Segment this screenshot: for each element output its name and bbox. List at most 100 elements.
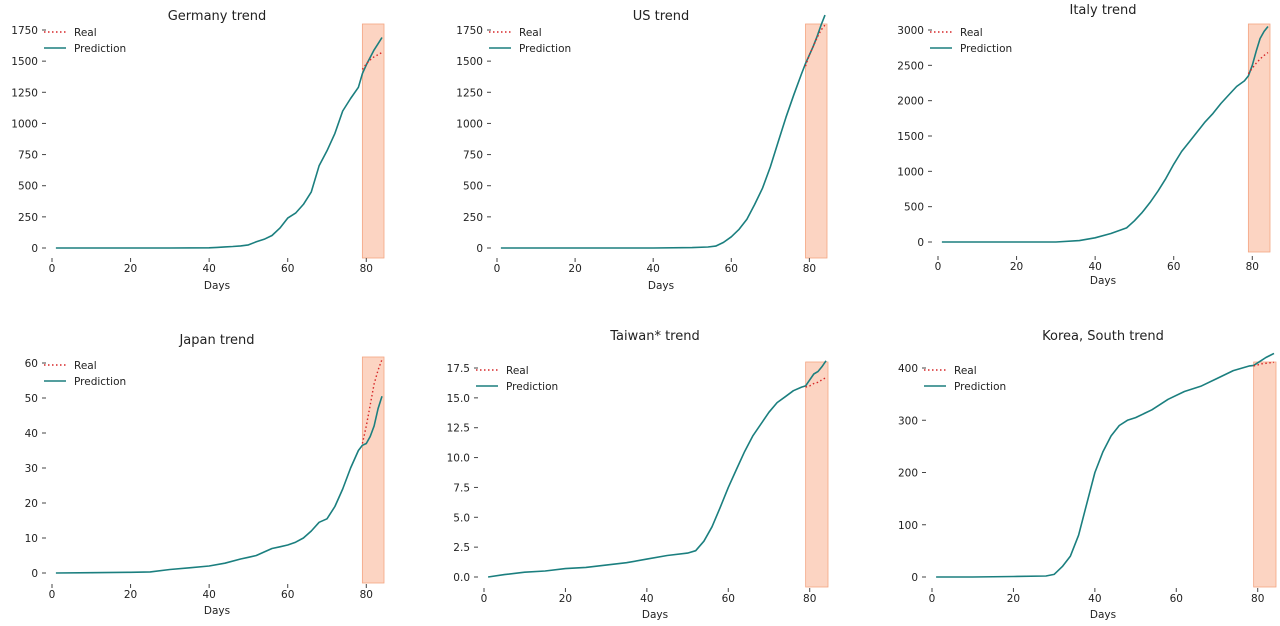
y-tick-label: 750 xyxy=(18,150,38,162)
x-tick-label: 60 xyxy=(1170,593,1183,605)
x-tick-label: 40 xyxy=(640,593,653,605)
y-tick-label: 12.5 xyxy=(447,423,470,435)
y-tick-label: 200 xyxy=(898,468,918,480)
legend-prediction-label: Prediction xyxy=(960,43,1012,55)
y-tick-label: 1250 xyxy=(11,87,38,99)
x-tick-label: 60 xyxy=(281,589,294,601)
y-tick-label: 250 xyxy=(463,212,483,224)
x-tick-label: 60 xyxy=(1167,261,1180,273)
x-tick-label: 0 xyxy=(929,593,936,605)
x-axis-label: Days xyxy=(642,609,668,621)
y-tick-label: 5.0 xyxy=(453,512,470,524)
x-tick-label: 0 xyxy=(935,261,942,273)
x-tick-label: 40 xyxy=(647,263,660,275)
legend-prediction-label: Prediction xyxy=(74,376,126,388)
y-tick-label: 30 xyxy=(25,463,38,475)
prediction-series-line xyxy=(55,37,383,249)
x-tick-label: 80 xyxy=(803,263,816,275)
x-axis-label: Days xyxy=(204,280,230,292)
y-tick-label: 0 xyxy=(31,568,38,580)
y-tick-label: 500 xyxy=(18,181,38,193)
prediction-window-band xyxy=(1247,23,1271,253)
x-tick-label: 20 xyxy=(559,593,572,605)
x-axis-label: Days xyxy=(204,605,230,617)
legend-real-label: Real xyxy=(519,27,542,39)
x-tick-label: 40 xyxy=(202,589,215,601)
real-series-line xyxy=(804,24,826,67)
x-tick-label: 80 xyxy=(360,263,373,275)
prediction-window-band xyxy=(805,23,828,259)
korea-south-trend-chart: Korea, South trend 0 100 200 300 400 0 20 40 60 80… xyxy=(898,329,1277,621)
y-tick-label: 500 xyxy=(463,181,483,193)
y-tick-label: 0 xyxy=(31,243,38,255)
x-tick-label: 0 xyxy=(49,589,56,601)
prediction-series-line xyxy=(936,352,1275,578)
chart-title: US trend xyxy=(633,9,690,24)
x-tick-label: 80 xyxy=(803,593,816,605)
y-tick-label: 3000 xyxy=(897,25,924,37)
y-tick-label: 1500 xyxy=(456,56,483,68)
y-tick-label: 15.0 xyxy=(447,393,470,405)
x-tick-label: 0 xyxy=(481,593,488,605)
x-tick-label: 20 xyxy=(568,263,581,275)
y-tick-label: 500 xyxy=(904,202,924,214)
x-tick-label: 40 xyxy=(1088,261,1101,273)
x-axis-label: Days xyxy=(1090,609,1116,621)
y-tick-label: 50 xyxy=(25,393,38,405)
y-tick-label: 250 xyxy=(18,212,38,224)
y-tick-label: 1000 xyxy=(11,118,38,130)
y-tick-label: 10.0 xyxy=(447,453,470,465)
legend-prediction-label: Prediction xyxy=(954,381,1006,393)
x-tick-label: 0 xyxy=(49,263,56,275)
legend-real-label: Real xyxy=(954,365,977,377)
prediction-window-band xyxy=(361,356,385,584)
y-tick-label: 2500 xyxy=(897,60,924,72)
y-tick-label: 750 xyxy=(463,150,483,162)
x-tick-label: 80 xyxy=(360,589,373,601)
y-tick-label: 0 xyxy=(911,572,918,584)
real-series-line xyxy=(1247,52,1269,75)
y-tick-label: 1000 xyxy=(897,166,924,178)
x-tick-label: 80 xyxy=(1246,261,1259,273)
legend-real-label: Real xyxy=(506,365,529,377)
taiwan-trend-chart: Taiwan* trend 0.0 2.5 5.0 7.5 10.0 12.5 15.0 17.… xyxy=(447,329,829,621)
real-series-line xyxy=(361,359,383,444)
y-tick-label: 1500 xyxy=(11,56,38,68)
y-tick-label: 60 xyxy=(25,358,38,370)
legend-real-label: Real xyxy=(74,27,97,39)
x-tick-label: 40 xyxy=(1088,593,1101,605)
x-tick-label: 20 xyxy=(124,263,137,275)
x-tick-label: 20 xyxy=(1010,261,1023,273)
x-tick-label: 60 xyxy=(281,263,294,275)
x-tick-label: 60 xyxy=(725,263,738,275)
y-tick-label: 0 xyxy=(917,237,924,249)
y-tick-label: 2.5 xyxy=(453,542,470,554)
y-tick-label: 17.5 xyxy=(447,363,470,375)
y-tick-label: 2000 xyxy=(897,96,924,108)
japan-trend-chart: Japan trend 0 10 20 30 40 50 60 0 20 40 60 80 Days Rea… xyxy=(25,333,385,617)
germany-trend-chart: Germany trend 0 250 500 750 1000 1250 1500 1750 0… xyxy=(11,9,385,292)
legend-real-label: Real xyxy=(960,27,983,39)
prediction-window-band xyxy=(1253,361,1277,588)
prediction-window-band xyxy=(805,361,829,588)
legend-prediction-label: Prediction xyxy=(519,43,571,55)
y-tick-label: 0.0 xyxy=(453,572,470,584)
x-axis-label: Days xyxy=(648,280,674,292)
chart-title: Japan trend xyxy=(178,333,254,348)
y-tick-label: 1000 xyxy=(456,118,483,130)
x-tick-label: 60 xyxy=(722,593,735,605)
prediction-series-line xyxy=(487,360,827,578)
y-tick-label: 300 xyxy=(898,415,918,427)
chart-title: Korea, South trend xyxy=(1042,329,1164,344)
prediction-series-line xyxy=(55,396,383,574)
legend-real-label: Real xyxy=(74,360,97,372)
x-tick-label: 40 xyxy=(202,263,215,275)
y-tick-label: 1750 xyxy=(456,25,483,37)
legend-prediction-label: Prediction xyxy=(506,381,558,393)
y-tick-label: 400 xyxy=(898,363,918,375)
y-tick-label: 0 xyxy=(476,243,483,255)
x-axis-label: Days xyxy=(1090,275,1116,287)
y-tick-label: 20 xyxy=(25,498,38,510)
prediction-window-band xyxy=(361,23,385,259)
